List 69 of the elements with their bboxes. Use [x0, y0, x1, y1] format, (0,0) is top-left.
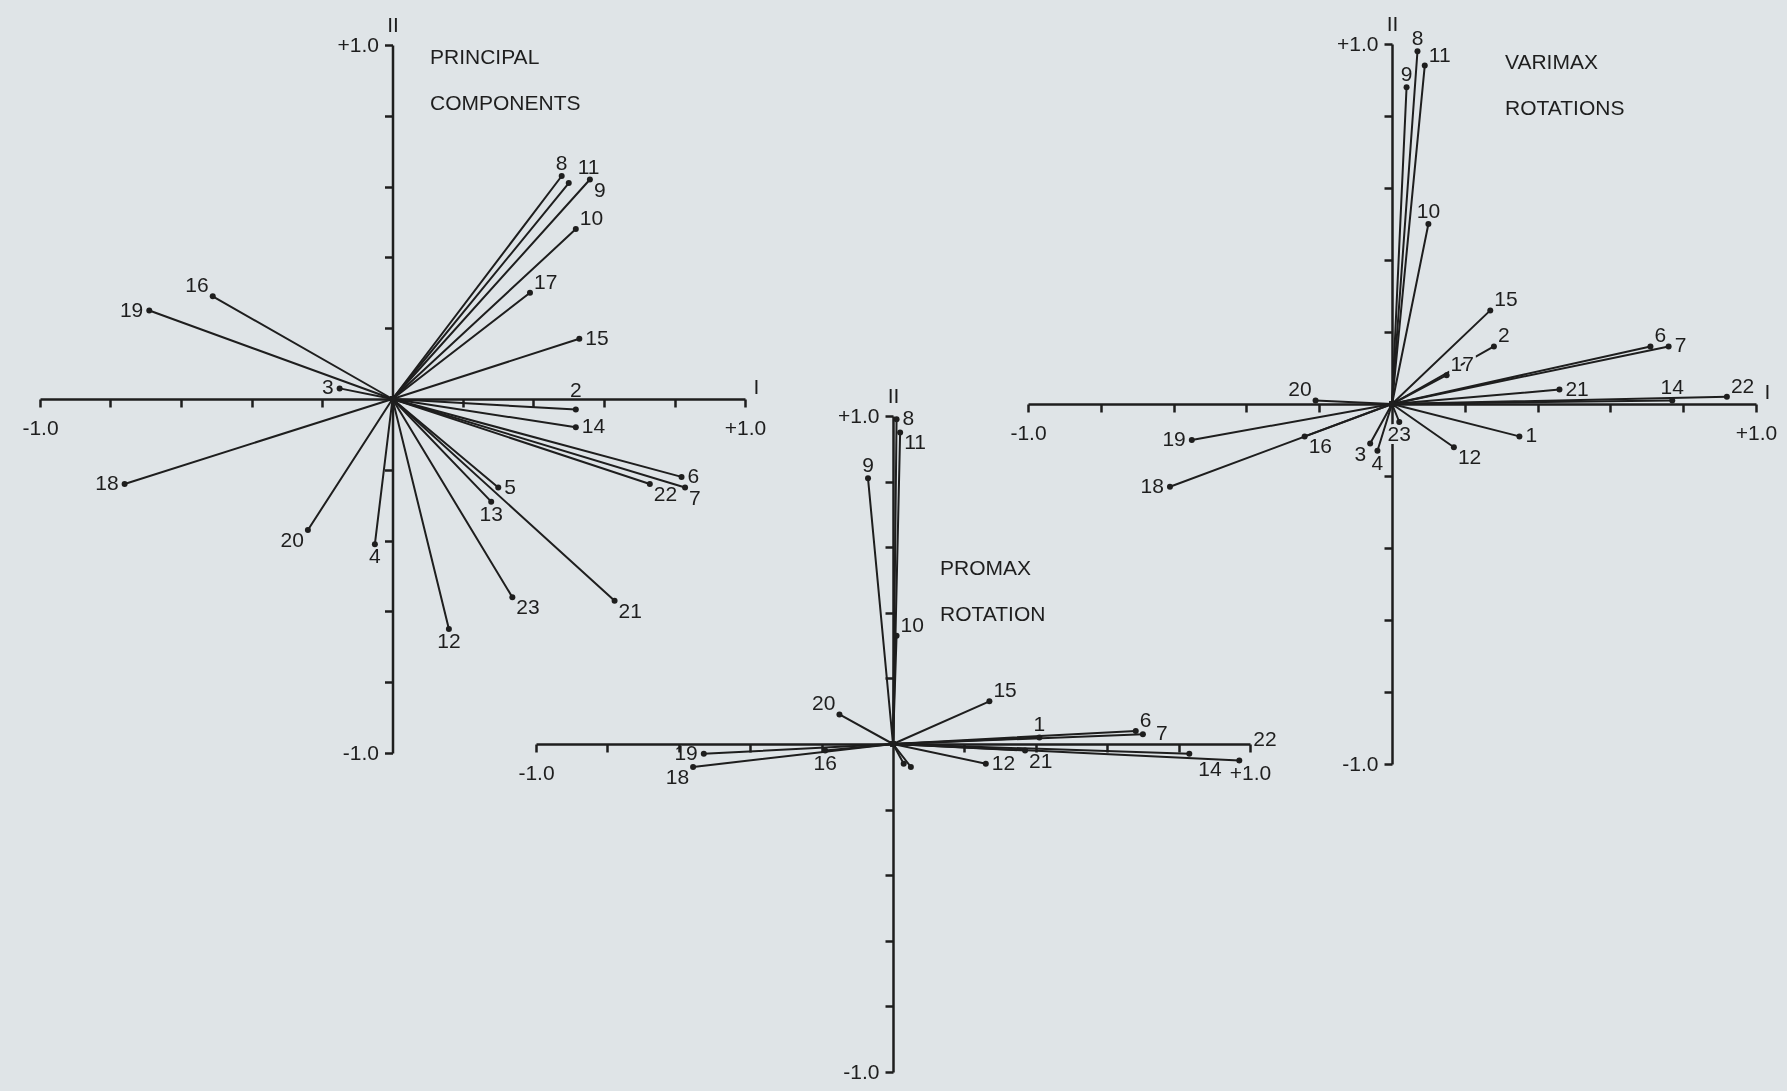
- series-label: 21: [1565, 376, 1589, 400]
- series-label: 20: [1288, 377, 1312, 401]
- series-label: 16: [185, 273, 209, 297]
- text: VARIMAX ROTATIONS: [1505, 50, 1625, 119]
- series-label: 1: [1033, 712, 1046, 736]
- series-label: 20: [280, 527, 304, 551]
- series-label: 22: [653, 481, 678, 505]
- series-label: 10: [579, 206, 604, 230]
- series-label: 6: [1654, 323, 1667, 347]
- series-label: 9: [862, 453, 874, 477]
- series-label: 4: [1371, 450, 1384, 474]
- series-label: 16: [1308, 434, 1332, 458]
- series-label: 5: [504, 474, 516, 498]
- series-label: 9: [593, 177, 606, 201]
- series-label: 7: [689, 485, 701, 509]
- series-label: 22: [1730, 373, 1755, 397]
- series-label: 14: [1198, 756, 1222, 780]
- y-axis-title: II: [887, 383, 900, 407]
- series-label: 7: [1155, 721, 1168, 745]
- series-label: 23: [516, 595, 540, 619]
- series-label: 19: [1162, 427, 1186, 450]
- series-label: 4: [369, 544, 382, 568]
- series-label: 10: [900, 612, 924, 636]
- series-label: 20: [812, 691, 836, 715]
- y-axis-title: II: [387, 12, 399, 36]
- text: PRINCIPAL COMPONENTS: [430, 45, 581, 114]
- series-label: 15: [1494, 287, 1518, 311]
- series-label: 6: [687, 463, 700, 487]
- series-label: 19: [674, 740, 698, 764]
- x-tick-label: -1.0: [22, 415, 59, 439]
- x-tick-label: +1.0: [724, 415, 767, 439]
- series-label: 18: [95, 470, 119, 494]
- series-label: 11: [577, 155, 600, 179]
- series-label: 2: [569, 377, 582, 401]
- series-label: 3: [1354, 441, 1367, 465]
- x-tick-label: +1.0: [1735, 420, 1778, 444]
- series-label: 10: [1416, 199, 1441, 222]
- series-label: 14: [581, 414, 606, 438]
- series-label: 13: [479, 501, 503, 525]
- series-label: 18: [665, 764, 690, 788]
- series-label: 12: [991, 750, 1016, 774]
- series-label: 7: [1674, 333, 1687, 357]
- series-label: 11: [1428, 42, 1451, 66]
- series-label: 12: [1457, 445, 1482, 469]
- series-label: 2: [1497, 323, 1510, 347]
- x-axis-title: I: [1764, 379, 1771, 403]
- series-label: 12: [437, 629, 461, 653]
- series-label: 9: [1400, 62, 1413, 86]
- series-label: 3: [321, 375, 334, 399]
- series-label: 18: [1140, 473, 1164, 497]
- series-label: 8: [555, 150, 568, 174]
- text: PROMAX ROTATION: [940, 556, 1046, 625]
- series-label: 19: [119, 297, 144, 321]
- series-label: 21: [618, 598, 642, 622]
- series-label: 15: [585, 325, 609, 349]
- series-label: 16: [813, 750, 837, 774]
- x-tick-label: -1.0: [1010, 420, 1047, 444]
- series-label: 15: [993, 678, 1017, 702]
- series-label: 6: [1139, 707, 1152, 731]
- series-label: 14: [1660, 375, 1685, 399]
- series-label: 8: [902, 406, 915, 430]
- series-label: 21: [1029, 748, 1053, 772]
- series-label: 22: [1253, 727, 1277, 751]
- series-label: 17: [533, 269, 558, 293]
- y-axis-title: II: [1386, 11, 1399, 35]
- series-label: 11: [904, 430, 926, 454]
- series-label: 8: [1411, 26, 1424, 50]
- x-axis-title: I: [753, 374, 760, 398]
- series-label: 1: [1525, 423, 1538, 447]
